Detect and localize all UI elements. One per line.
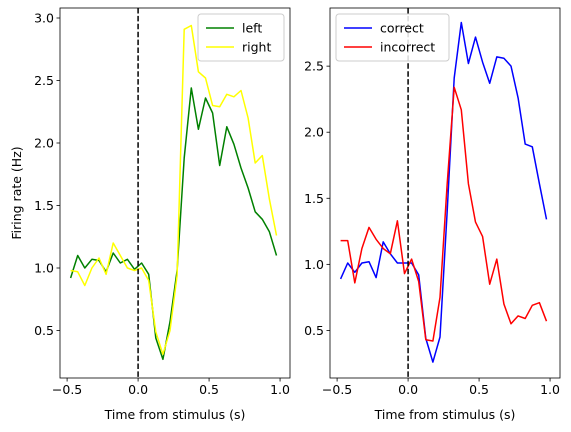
- legend-label-correct: correct: [380, 21, 424, 36]
- y-tick-label: 0.5: [34, 323, 54, 338]
- y-tick-label: 0.5: [304, 323, 324, 338]
- y-tick-label: 1.0: [34, 261, 54, 276]
- y-tick-label: 2.5: [34, 73, 54, 88]
- x-tick-label: −0.5: [52, 382, 82, 397]
- y-tick-label: 1.0: [304, 257, 324, 272]
- x-tick-label: 0.0: [398, 382, 418, 397]
- y-tick-label: 1.5: [34, 198, 54, 213]
- series-line-correct: [339, 21, 548, 363]
- legend-box: [197, 13, 285, 62]
- x-axis-label: Time from stimulus (s): [104, 407, 246, 422]
- x-tick-label: 1.0: [270, 382, 290, 397]
- series-line-incorrect: [340, 86, 548, 342]
- y-tick-label: 1.5: [304, 191, 324, 206]
- x-tick-label: 0.5: [469, 382, 489, 397]
- legend-box: [335, 13, 450, 62]
- y-tick-label: 3.0: [34, 11, 54, 26]
- legend-label-incorrect: incorrect: [380, 40, 435, 55]
- legend: left right: [197, 13, 285, 62]
- x-axis-label: Time from stimulus (s): [374, 407, 516, 422]
- y-axis-label: Firing rate (Hz): [9, 146, 24, 239]
- y-tick-label: 2.5: [304, 59, 324, 74]
- legend: correct incorrect: [335, 13, 450, 62]
- x-tick-label: −0.5: [322, 382, 352, 397]
- legend-label-right: right: [242, 40, 271, 55]
- axes-frame: [59, 7, 291, 379]
- left-panel-chart: −0.5 0.0 0.5 1.0 0.5 1.0 1.5 2.0 2.5 3.0 Time from…: [9, 7, 291, 422]
- x-tick-label: 1.0: [540, 382, 560, 397]
- x-tick-label: 0.5: [199, 382, 219, 397]
- series-line-right: [70, 24, 278, 356]
- right-panel-chart: −0.5 0.0 0.5 1.0 0.5 1.0 1.5 2.0 2.5 Time from st…: [304, 7, 561, 422]
- axes-frame: [329, 7, 561, 379]
- y-tick-label: 2.0: [304, 125, 324, 140]
- y-tick-label: 2.0: [34, 136, 54, 151]
- x-tick-label: 0.0: [128, 382, 148, 397]
- legend-label-left: left: [242, 21, 262, 36]
